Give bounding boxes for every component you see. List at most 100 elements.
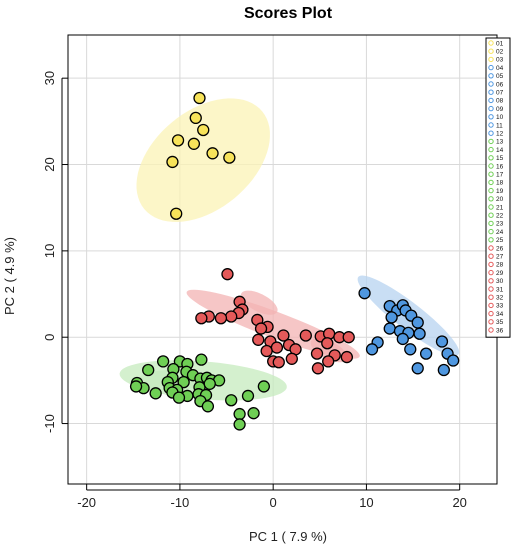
legend-label: 01 — [496, 40, 504, 47]
legend-marker — [488, 40, 494, 46]
legend-label: 06 — [496, 81, 504, 88]
legend-marker — [488, 64, 494, 71]
yellow-point — [193, 91, 206, 105]
legend-marker — [488, 171, 494, 177]
y-tick-label: 20 — [42, 157, 57, 171]
blue-point — [419, 347, 433, 360]
red-point — [260, 344, 273, 358]
x-axis-label: PC 1 ( 7.9 %) — [249, 529, 327, 544]
y-axis: -10 0 10 20 30 — [42, 71, 68, 433]
legend-marker — [488, 278, 494, 284]
legend-label: 18 — [496, 180, 504, 187]
legend-label: 25 — [496, 237, 504, 244]
legend-marker — [488, 89, 494, 95]
legend-marker — [488, 130, 494, 136]
legend-label: 12 — [496, 131, 504, 138]
green-point — [142, 363, 155, 377]
yellow-point — [206, 147, 219, 160]
legend-label: 02 — [496, 49, 504, 56]
legend-label: 24 — [496, 229, 504, 236]
legend-label: 11 — [496, 122, 503, 129]
legend-label: 28 — [496, 262, 504, 269]
blue-point — [447, 354, 460, 367]
legend-label: 14 — [496, 147, 504, 154]
data-points — [129, 91, 460, 431]
red-point — [221, 268, 234, 281]
legend-marker — [488, 56, 494, 63]
green-point — [149, 387, 162, 400]
legend-marker — [488, 187, 494, 194]
legend-label: 16 — [496, 163, 504, 170]
legend-marker — [488, 212, 494, 218]
legend-label: 31 — [496, 286, 504, 293]
legend-label: 07 — [496, 90, 504, 97]
legend-marker — [488, 327, 494, 333]
legend-marker — [488, 48, 494, 54]
legend-marker — [488, 237, 494, 243]
green-point — [233, 407, 246, 421]
legend-label: 20 — [496, 196, 504, 203]
legend-label: 26 — [496, 245, 504, 252]
red-point — [285, 352, 298, 365]
legend-label: 35 — [496, 319, 504, 326]
red-point — [342, 331, 355, 344]
legend-label: 33 — [496, 303, 504, 310]
y-tick-label: -10 — [42, 414, 57, 433]
legend-label: 34 — [496, 311, 504, 318]
green-point — [177, 375, 190, 389]
legend-label: 15 — [496, 155, 504, 162]
green-point — [233, 418, 246, 431]
green-point — [257, 380, 270, 393]
green-point — [241, 389, 255, 403]
red-point — [311, 362, 325, 375]
y-axis-label: PC 2 ( 4.9 %) — [2, 237, 17, 315]
legend-label: 30 — [496, 278, 504, 285]
red-point — [310, 347, 324, 360]
legend-marker — [488, 220, 494, 227]
chart-title: Scores Plot — [244, 5, 333, 22]
legend-label: 19 — [496, 188, 504, 195]
x-axis: -20 -10 0 10 20 — [77, 484, 467, 510]
y-tick-label: 0 — [42, 334, 57, 341]
legend-marker — [488, 105, 494, 112]
red-point — [340, 350, 354, 364]
legend-marker — [488, 294, 494, 300]
red-point — [195, 312, 208, 325]
blue-point — [385, 311, 398, 324]
legend-label: 21 — [496, 204, 504, 211]
legend-label: 10 — [496, 114, 504, 121]
blue-point — [404, 343, 417, 356]
legend-marker — [488, 204, 494, 210]
red-point — [270, 341, 284, 354]
green-point — [172, 391, 186, 404]
legend-label: 17 — [496, 172, 504, 179]
legend-label: 29 — [496, 270, 504, 277]
legend-label: 32 — [496, 295, 504, 302]
legend-marker — [488, 179, 494, 186]
x-tick-label: -20 — [77, 495, 96, 510]
yellow-point — [223, 151, 236, 164]
legend-label: 05 — [496, 73, 504, 80]
blue-point — [437, 363, 450, 377]
legend-marker — [488, 73, 494, 79]
legend-label: 04 — [496, 65, 504, 72]
green-point — [247, 407, 260, 420]
red-point — [277, 329, 290, 342]
blue-point — [411, 316, 424, 329]
x-tick-label: 20 — [452, 495, 466, 510]
legend-marker — [488, 97, 494, 104]
x-tick-label: 10 — [359, 495, 373, 510]
red-point — [252, 333, 265, 346]
legend-marker — [488, 122, 494, 128]
blue-point — [435, 335, 449, 348]
legend-label: 27 — [496, 254, 504, 261]
green-point — [201, 400, 215, 413]
red-point — [299, 329, 312, 342]
green-point — [203, 377, 216, 390]
legend-marker — [488, 163, 494, 169]
legend-marker — [488, 138, 494, 145]
legend-marker — [488, 261, 494, 268]
legend-marker — [488, 310, 494, 317]
